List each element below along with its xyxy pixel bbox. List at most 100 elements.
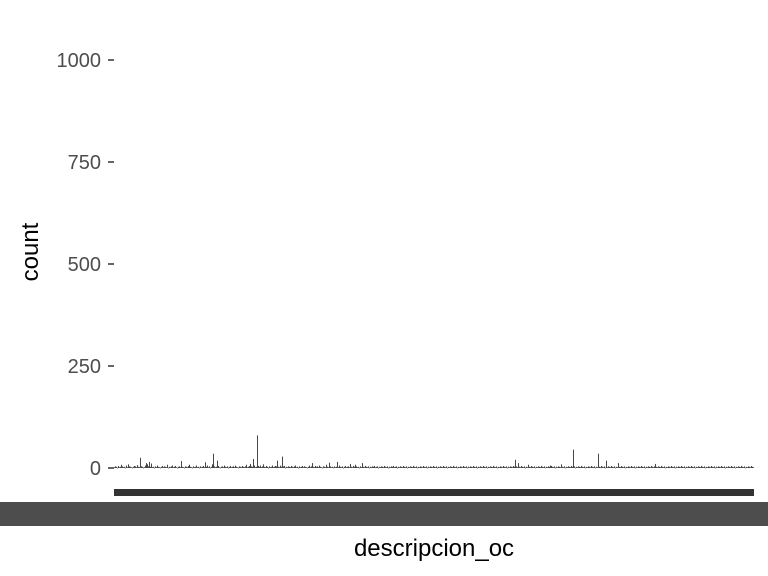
bar <box>467 467 468 469</box>
bar <box>486 466 487 468</box>
bar <box>325 467 326 468</box>
bar <box>744 466 745 468</box>
bar <box>689 466 690 468</box>
bar <box>248 466 249 468</box>
bar <box>388 467 389 469</box>
bar <box>712 466 713 468</box>
bar <box>418 466 419 468</box>
bar <box>188 465 189 468</box>
bar <box>562 466 563 468</box>
bar <box>621 465 622 468</box>
bar <box>279 467 280 468</box>
bar <box>361 467 362 468</box>
bar <box>687 467 688 468</box>
bar <box>194 467 195 468</box>
bar <box>515 459 516 468</box>
bar <box>184 467 185 469</box>
bar <box>666 466 667 468</box>
bar <box>119 467 120 468</box>
bar <box>546 466 547 468</box>
bar <box>487 467 488 469</box>
bar <box>307 467 308 469</box>
bar <box>146 463 147 468</box>
bar <box>566 466 567 468</box>
bar <box>453 465 454 468</box>
bar <box>583 467 584 468</box>
bar <box>574 466 575 468</box>
bar <box>353 465 354 468</box>
bar <box>193 466 194 468</box>
bar <box>196 465 197 468</box>
bar <box>134 465 135 468</box>
bar <box>647 467 648 468</box>
bar <box>126 465 127 468</box>
bar <box>412 467 413 468</box>
bar <box>572 466 573 468</box>
bar <box>678 466 679 468</box>
bar <box>612 466 613 468</box>
bar <box>347 466 348 468</box>
bar <box>748 466 749 468</box>
bar <box>637 467 638 468</box>
bar <box>465 467 466 468</box>
bar <box>167 464 168 468</box>
bar <box>267 466 268 468</box>
bar <box>147 464 148 468</box>
bar <box>130 466 131 468</box>
bar <box>329 462 330 468</box>
bar <box>547 467 548 468</box>
bar <box>747 467 748 468</box>
bar <box>292 466 293 468</box>
bar <box>296 467 297 468</box>
bar <box>192 467 193 469</box>
bar <box>419 467 420 468</box>
bar <box>616 466 617 468</box>
bar <box>207 465 208 468</box>
bar <box>155 466 156 468</box>
bar <box>469 467 470 468</box>
bar <box>510 466 511 468</box>
bar <box>150 466 151 468</box>
bar <box>512 467 513 468</box>
bar <box>594 466 595 468</box>
bar <box>376 466 377 468</box>
bar <box>724 466 725 468</box>
bar <box>406 466 407 468</box>
bar <box>472 467 473 468</box>
bar <box>375 467 376 468</box>
bar <box>477 467 478 469</box>
bar <box>636 466 637 468</box>
bar <box>216 466 217 468</box>
bar <box>618 463 619 468</box>
bar <box>429 467 430 468</box>
bar <box>698 466 699 468</box>
bar <box>559 466 560 468</box>
bar <box>715 467 716 469</box>
bar <box>578 466 579 468</box>
bar <box>270 467 271 468</box>
bar <box>742 466 743 468</box>
bar <box>470 466 471 468</box>
bar <box>654 466 655 468</box>
bar <box>738 466 739 468</box>
x-tick-marks-band <box>114 489 754 496</box>
bar <box>691 465 692 468</box>
bar <box>725 467 726 469</box>
bar <box>183 467 184 468</box>
bar <box>290 467 291 468</box>
bar <box>509 467 510 468</box>
bar <box>590 467 591 468</box>
bar <box>620 467 621 468</box>
bar <box>730 467 731 468</box>
bar <box>502 467 503 468</box>
bar <box>277 460 278 468</box>
bar <box>526 466 527 468</box>
bar <box>598 453 599 468</box>
bar <box>260 465 261 468</box>
bar <box>401 466 402 468</box>
bar <box>341 467 342 468</box>
bar <box>466 466 467 468</box>
bar <box>132 467 133 469</box>
bar <box>563 467 564 468</box>
bar <box>291 465 292 468</box>
